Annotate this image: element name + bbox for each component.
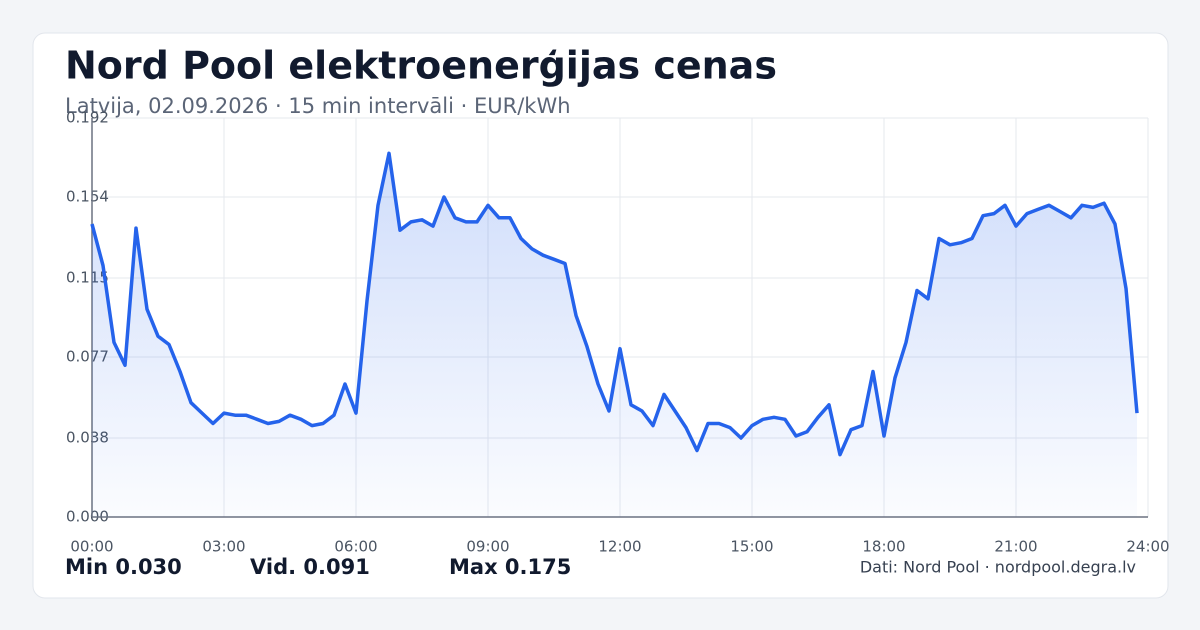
x-tick-label: 15:00 — [730, 538, 773, 556]
chart-subtitle: Latvija, 02.09.2026 · 15 min intervāli ·… — [65, 94, 571, 118]
stat: Vid. 0.091 — [250, 555, 370, 579]
area — [92, 153, 1137, 518]
x-tick-label: 00:00 — [70, 538, 113, 556]
x-tick-label: 03:00 — [202, 538, 245, 556]
x-tick-label: 06:00 — [334, 538, 377, 556]
y-tick-label: 0.192 — [66, 109, 109, 127]
line — [90, 151, 1139, 457]
source: Dati: Nord Pool · nordpool.degra.lv — [860, 558, 1136, 577]
stat: Min 0.030 — [65, 555, 182, 579]
y-tick-label: 0.154 — [66, 187, 109, 205]
x-tick-label: 18:00 — [862, 538, 905, 556]
x-tick-label: 24:00 — [1126, 538, 1169, 556]
x-tick-label: 21:00 — [994, 538, 1037, 556]
chart-title: Nord Pool elektroenerģijas cenas — [65, 44, 777, 88]
stat: Max 0.175 — [449, 555, 571, 579]
x-tick-label: 09:00 — [466, 538, 509, 556]
x-tick-label: 12:00 — [598, 538, 641, 556]
